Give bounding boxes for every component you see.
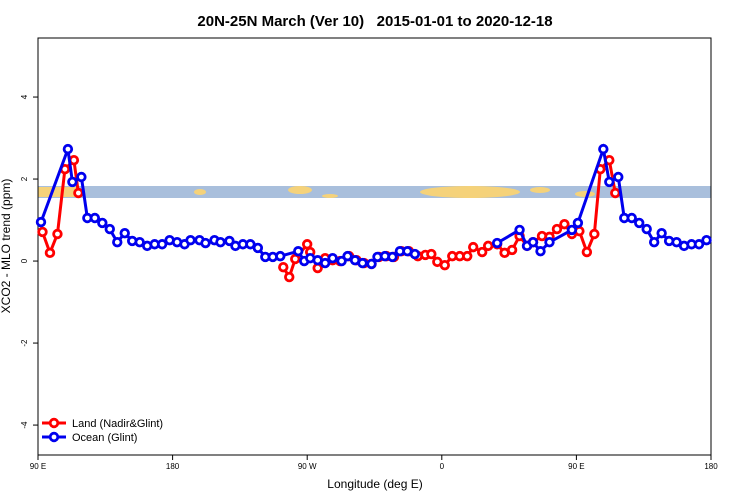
point xyxy=(52,228,63,240)
point xyxy=(476,246,488,258)
point xyxy=(572,217,584,229)
point xyxy=(641,223,652,235)
point xyxy=(559,218,570,230)
point xyxy=(357,257,368,269)
point xyxy=(656,227,667,239)
x-tick-label: 90 W xyxy=(298,462,317,471)
point xyxy=(581,246,593,258)
legend-label: Land (Nadir&Glint) xyxy=(72,418,163,430)
legend-marker xyxy=(48,431,60,443)
point xyxy=(544,236,555,248)
point xyxy=(104,223,115,235)
point xyxy=(293,246,304,257)
point xyxy=(527,236,539,248)
legend-marker xyxy=(48,417,60,429)
point xyxy=(462,250,473,262)
chart-title: 20N-25N March (Ver 10) 2015-01-01 to 202… xyxy=(197,13,552,30)
point xyxy=(598,143,609,155)
y-tick-label: -2 xyxy=(20,339,29,347)
point xyxy=(97,217,108,229)
point xyxy=(327,252,338,264)
point xyxy=(426,248,437,260)
point xyxy=(319,257,331,269)
point xyxy=(506,244,518,256)
point xyxy=(671,236,682,248)
point xyxy=(634,217,645,229)
x-tick-label: 180 xyxy=(166,462,180,471)
point xyxy=(409,248,421,260)
plot-frame xyxy=(37,37,712,456)
y-tick-label: 4 xyxy=(20,94,29,99)
point xyxy=(112,236,123,248)
point xyxy=(468,241,479,253)
point xyxy=(215,236,226,248)
point xyxy=(119,227,130,239)
point xyxy=(626,212,637,224)
y-tick-label: 2 xyxy=(20,176,29,181)
point xyxy=(35,216,47,228)
x-tick-label: 180 xyxy=(704,462,718,471)
point xyxy=(648,236,660,248)
point xyxy=(439,259,450,271)
point xyxy=(275,250,286,262)
x-tick-label: 90 E xyxy=(568,462,584,471)
series xyxy=(35,143,712,270)
point xyxy=(278,262,289,273)
point xyxy=(44,247,56,259)
map-strip xyxy=(38,186,711,198)
point xyxy=(693,239,705,250)
point xyxy=(245,239,256,250)
point xyxy=(613,171,624,183)
point xyxy=(67,176,78,188)
y-axis-label: XCO2 - MLO trend (ppm) xyxy=(0,179,13,314)
point xyxy=(76,171,87,183)
x-axis-label: Longitude (deg E) xyxy=(327,477,422,491)
point xyxy=(62,143,74,155)
point xyxy=(482,240,494,252)
point xyxy=(551,223,563,235)
y-tick-label: 0 xyxy=(20,258,29,263)
point xyxy=(604,176,615,188)
point xyxy=(566,224,578,236)
point xyxy=(514,224,525,236)
point xyxy=(387,251,398,263)
point xyxy=(156,239,168,250)
x-tick-label: 90 E xyxy=(30,462,46,471)
point xyxy=(284,271,295,283)
point xyxy=(89,212,101,224)
point xyxy=(200,237,211,249)
point xyxy=(252,242,264,254)
y-tick-label: -4 xyxy=(20,421,29,429)
point xyxy=(342,250,353,262)
point xyxy=(185,234,196,246)
x-tick-label: 0 xyxy=(440,462,445,471)
point xyxy=(535,246,546,257)
point xyxy=(73,187,84,199)
point xyxy=(701,234,712,246)
point xyxy=(610,187,621,199)
point xyxy=(589,228,600,240)
point xyxy=(491,237,503,249)
legend-label: Ocean (Glint) xyxy=(72,432,137,444)
point xyxy=(366,258,377,270)
point xyxy=(134,236,145,248)
point xyxy=(37,226,48,238)
